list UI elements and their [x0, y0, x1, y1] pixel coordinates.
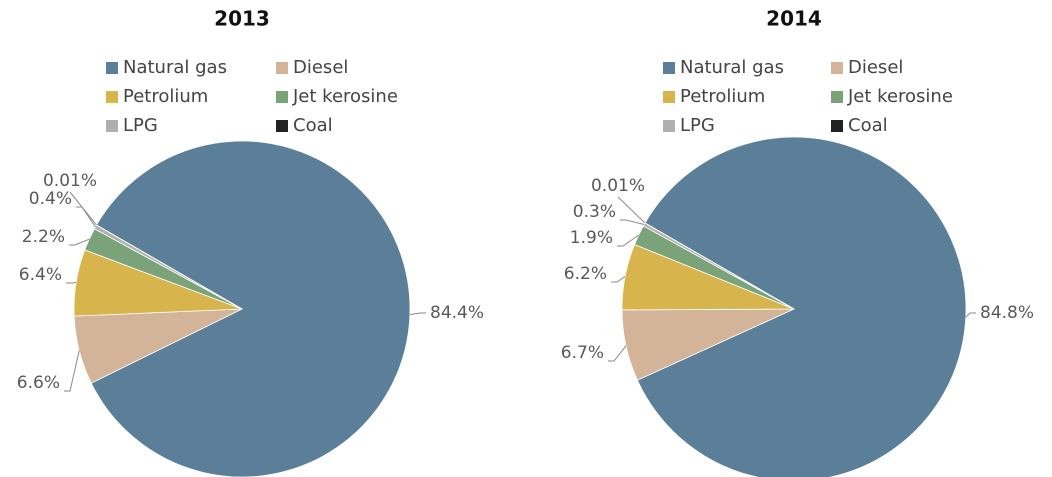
data-label: 6.7% [561, 343, 604, 363]
leader-line [608, 345, 627, 362]
legend-label: Coal [293, 115, 333, 136]
leader-line [965, 312, 976, 318]
leader-line [617, 196, 646, 224]
data-label: 6.6% [17, 373, 60, 393]
legend-label: Petrolium [680, 86, 765, 107]
data-label: 84.4% [430, 303, 484, 323]
data-label: 0.4% [29, 189, 72, 209]
pie-slice [636, 136, 967, 477]
legend-swatch [276, 120, 288, 132]
pie-slice [90, 140, 411, 477]
legend-label: Diesel [293, 57, 348, 78]
leader-line [620, 219, 645, 225]
data-label: 0.3% [573, 202, 616, 222]
legend-swatch [831, 91, 843, 103]
legend-label: Coal [848, 115, 888, 136]
legend-label: Natural gas [680, 57, 784, 78]
legend-label: Petrolium [123, 86, 208, 107]
data-label: 84.8% [980, 303, 1034, 323]
leader-line [66, 281, 77, 284]
legend-label: LPG [123, 115, 158, 136]
legend-swatch [831, 62, 843, 74]
legend-label: LPG [680, 115, 715, 136]
legend-swatch [663, 120, 675, 132]
leader-line [409, 312, 426, 316]
chart-title: 2013 [214, 7, 270, 31]
legend-swatch [106, 62, 118, 74]
data-label: 0.01% [591, 176, 645, 196]
leader-line [64, 350, 80, 392]
legend-swatch [276, 91, 288, 103]
chart-title: 2014 [766, 7, 822, 31]
data-label: 6.2% [564, 264, 607, 284]
legend-swatch [663, 62, 675, 74]
data-label: 6.4% [19, 265, 62, 285]
leader-line [611, 276, 626, 283]
legend-label: Jet kerosine [292, 86, 398, 107]
leader-line [617, 234, 639, 247]
legend-label: Diesel [848, 57, 903, 78]
legend-swatch [106, 120, 118, 132]
leader-line [69, 191, 97, 226]
legend-label: Natural gas [123, 57, 227, 78]
legend-swatch [831, 120, 843, 132]
leader-line [76, 206, 96, 228]
leader-line [69, 238, 90, 246]
legend-label: Jet kerosine [847, 86, 953, 107]
data-label: 0.01% [43, 171, 97, 191]
legend-swatch [663, 91, 675, 103]
legend-swatch [106, 91, 118, 103]
data-label: 2.2% [22, 227, 65, 247]
data-label: 1.9% [570, 228, 613, 248]
legend-swatch [276, 62, 288, 74]
